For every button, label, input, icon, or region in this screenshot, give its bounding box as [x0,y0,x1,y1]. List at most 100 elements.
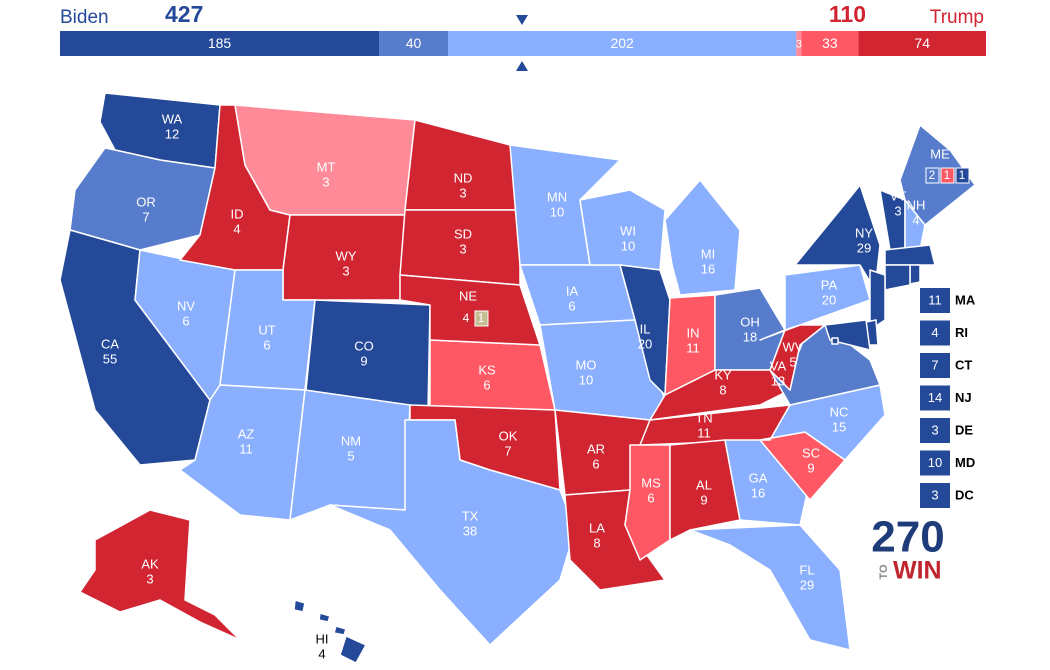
state-votes: 12 [165,126,179,141]
state-abbr: IL [640,321,651,336]
state-abbr: WA [162,111,183,126]
state-votes: 3 [459,241,466,256]
state-abbr: OH [740,314,760,329]
state-votes: 9 [700,492,707,507]
state-votes: 29 [857,240,871,255]
state-abbr: NM [341,433,361,448]
state-votes: 11 [686,340,700,355]
right-total: 110 [829,1,866,27]
state-abbr: WV [783,339,804,354]
state-abbr: MO [576,357,597,372]
seat-bar: 185 40 202 3 33 74 [60,31,986,56]
callout-abbr: NJ [955,390,972,405]
bar-segment [796,31,802,56]
state-abbr: CA [101,336,119,351]
state-votes: 9 [360,353,367,368]
state-votes: 10 [550,204,564,219]
state-votes: 13 [771,373,785,388]
state-votes: 6 [568,298,575,313]
state-abbr: AR [587,441,605,456]
state-abbr: SC [802,445,820,460]
bar-segment [801,31,859,56]
state-abbr: MT [317,159,336,174]
state-votes: 9 [807,460,814,475]
callout-abbr: DE [955,422,973,437]
bar-segment [447,31,797,56]
state-abbr: TN [695,410,712,425]
callout-abbr: MA [955,292,976,307]
state-votes: 10 [621,238,635,253]
state-votes: 10 [579,372,593,387]
state-shape [759,384,886,461]
logo-word: WIN [893,557,942,585]
callout-votes: 3 [931,422,938,437]
state-votes: 15 [832,419,846,434]
state-votes: 7 [504,443,511,458]
state-votes: 29 [800,577,814,592]
state-abbr: NE [459,288,477,303]
state-abbr: IA [566,283,579,298]
state-shape [824,319,871,351]
state-votes: 11 [697,425,711,440]
state-votes: 20 [638,336,652,351]
state-abbr: WI [620,223,636,238]
callout-votes: 7 [931,357,938,372]
state-abbr: MS [641,475,661,490]
state-abbr: NY [855,225,873,240]
state-votes: 4 [233,221,240,236]
state-votes: 6 [182,313,189,328]
callout-box [920,288,950,313]
state-votes: 55 [103,351,117,366]
state-votes: 8 [719,382,726,397]
state-votes: 4 [318,646,325,661]
state-shape [794,184,881,291]
state-votes: 6 [647,490,654,505]
state-votes: 38 [463,523,477,538]
state-shape [282,214,406,301]
state-abbr: AZ [238,426,255,441]
bar-label: 202 [610,35,634,51]
state-votes: 6 [263,337,270,352]
left-total: 427 [165,1,203,27]
district-votes: 4 [463,311,470,325]
logo-small: TO [878,564,890,580]
state-votes: 16 [701,261,715,276]
state-shape [909,264,921,285]
callout-abbr: CT [955,357,972,372]
state-votes: 5 [347,448,354,463]
state-shape [884,264,911,291]
state-shape [664,179,741,296]
state-votes: 4 [912,212,919,227]
state-votes: 3 [342,263,349,278]
state-abbr: LA [589,520,605,535]
state-abbr: MI [701,246,715,261]
district-box [940,167,955,184]
state-votes: 3 [894,203,901,218]
state-votes: 3 [459,185,466,200]
state-votes: 3 [146,571,153,586]
state-shape [831,337,839,345]
callout-abbr: RI [955,325,968,340]
state-abbr: ND [454,170,473,185]
state-abbr: PA [821,277,838,292]
state-shape [884,244,936,266]
state-votes: 18 [743,329,757,344]
state-abbr: SD [454,226,472,241]
state-shape [759,324,826,391]
state-votes: 8 [593,535,600,550]
state-abbr: CO [354,338,374,353]
logo-number: 270 [871,513,944,562]
right-candidate: Trump [930,7,984,28]
bar-label: 33 [822,35,838,51]
district-votes: 1 [959,168,966,182]
state-shape [869,269,886,331]
state-votes: 11 [239,441,253,456]
midpoint-marker [516,61,528,71]
state-shape [669,439,741,541]
state-votes: 16 [751,485,765,500]
district-box [925,167,940,184]
bar-label: 40 [406,35,422,51]
